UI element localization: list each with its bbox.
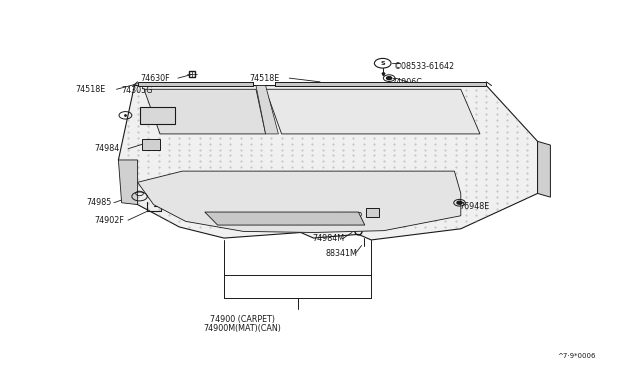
Text: 74900 (CARPET): 74900 (CARPET) — [210, 315, 275, 324]
Text: 74900M(MAT)(CAN): 74900M(MAT)(CAN) — [204, 324, 282, 333]
FancyBboxPatch shape — [366, 208, 379, 217]
Polygon shape — [138, 171, 461, 232]
Text: 74305G: 74305G — [122, 86, 153, 94]
Text: S: S — [380, 61, 385, 66]
Text: ©08533-61642: ©08533-61642 — [394, 62, 455, 71]
Text: 74906C: 74906C — [392, 78, 422, 87]
Polygon shape — [266, 89, 480, 134]
Circle shape — [457, 201, 462, 204]
Text: 74984P: 74984P — [333, 212, 363, 221]
Polygon shape — [118, 160, 138, 205]
FancyBboxPatch shape — [142, 139, 160, 150]
Polygon shape — [118, 86, 538, 240]
Text: 74518E: 74518E — [76, 85, 106, 94]
FancyBboxPatch shape — [140, 107, 175, 124]
Text: 88341M: 88341M — [325, 249, 357, 258]
Text: 74902F: 74902F — [95, 216, 125, 225]
Text: 74984M: 74984M — [312, 234, 344, 243]
Text: 76948E: 76948E — [460, 202, 490, 211]
Polygon shape — [138, 82, 253, 86]
Polygon shape — [275, 82, 486, 86]
Polygon shape — [144, 89, 266, 134]
Text: 74518E: 74518E — [250, 74, 280, 83]
Text: ^7·9*0006: ^7·9*0006 — [557, 353, 595, 359]
Text: 74984: 74984 — [95, 144, 120, 153]
Polygon shape — [538, 141, 550, 197]
Text: 74985: 74985 — [86, 198, 112, 207]
Polygon shape — [256, 86, 278, 134]
Polygon shape — [205, 212, 365, 225]
Text: 74630F: 74630F — [141, 74, 170, 83]
Circle shape — [387, 77, 392, 80]
